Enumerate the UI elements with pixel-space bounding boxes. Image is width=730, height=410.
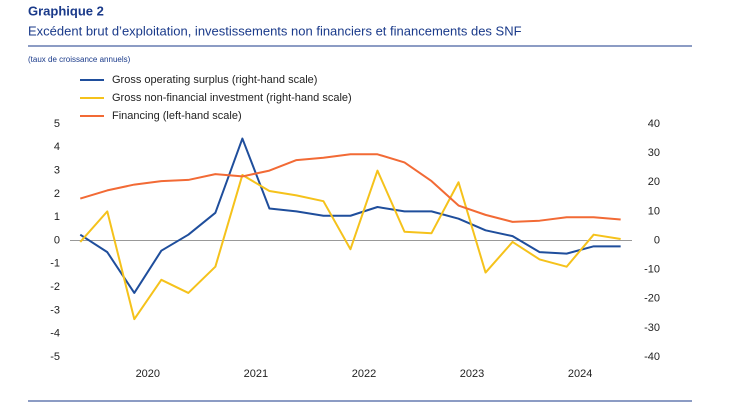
y2-tick-label: -20: [644, 293, 660, 305]
chart-note: (taux de croissance annuels): [28, 55, 131, 64]
y-tick-label: 4: [54, 141, 60, 153]
y-tick-label: -2: [50, 281, 60, 293]
chart-title: Graphique 2: [28, 3, 104, 18]
y2-tick-label: 20: [648, 176, 660, 188]
y2-tick-label: 10: [648, 205, 660, 217]
y2-tick-label: -30: [644, 322, 660, 334]
y-tick-label: -1: [50, 258, 60, 270]
legend-label: Financing (left-hand scale): [112, 110, 242, 122]
y-tick-label: 3: [54, 165, 60, 177]
y-tick-label: -4: [50, 328, 60, 340]
series-line: [79, 153, 621, 223]
x-tick-label: 2020: [136, 368, 160, 380]
x-tick-label: 2024: [568, 368, 592, 380]
y-tick-label: 2: [54, 188, 60, 200]
x-tick-label: 2021: [244, 368, 268, 380]
series-line: [79, 137, 621, 294]
y2-tick-label: 40: [648, 118, 660, 130]
y-tick-label: -3: [50, 304, 60, 316]
y-tick-label: -5: [50, 351, 60, 363]
legend-label: Gross operating surplus (right-hand scal…: [112, 74, 317, 86]
y2-tick-label: 30: [648, 147, 660, 159]
chart-subtitle: Excédent brut d’exploitation, investisse…: [28, 23, 522, 38]
y-tick-label: 1: [54, 211, 60, 223]
y2-tick-label: -40: [644, 351, 660, 363]
y-tick-label: 0: [54, 234, 60, 246]
y-tick-label: 5: [54, 118, 60, 130]
y2-tick-label: -10: [644, 264, 660, 276]
x-tick-label: 2023: [460, 368, 484, 380]
y2-tick-label: 0: [654, 234, 660, 246]
x-tick-label: 2022: [352, 368, 376, 380]
legend-label: Gross non-financial investment (right-ha…: [112, 92, 352, 104]
series-line: [79, 169, 621, 321]
